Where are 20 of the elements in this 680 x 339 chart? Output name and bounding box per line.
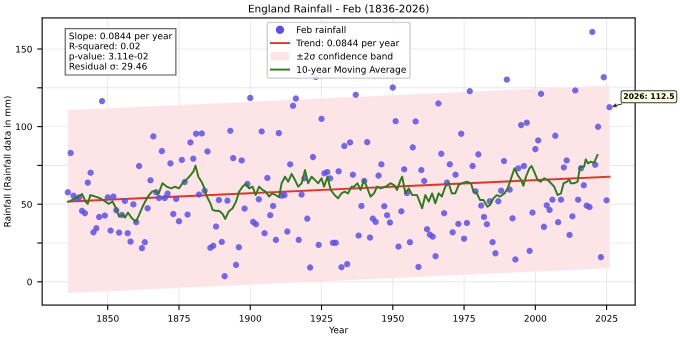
y-tick-label: 100	[16, 123, 32, 130]
x-tick-label: 1875	[168, 314, 190, 322]
legend-label: Feb rainfall	[297, 26, 346, 34]
x-tick-label: 2025	[596, 314, 618, 322]
y-tick-label: 150	[16, 46, 32, 53]
x-tick-label: 1925	[311, 314, 332, 322]
legend-label: 10-year Moving Average	[297, 66, 406, 75]
legend-label: Trend: 0.0844 per year	[296, 39, 400, 48]
x-tick-label: 1950	[382, 314, 404, 322]
x-tick-label: 1900	[240, 314, 262, 322]
y-tick-label: 0	[27, 278, 32, 286]
chart-title: England Rainfall - Feb (1836-2026)	[248, 4, 428, 15]
x-tick-label: 1975	[454, 314, 475, 322]
x-tick-label: 2000	[524, 314, 546, 322]
x-axis-title: Year	[329, 326, 348, 334]
annotation: ±2σ confidence band	[297, 52, 392, 60]
annotation: Slope: 0.0844 per year R-squared: 0.02 p-value: 3.11e-02 Residual σ: 29.46	[69, 32, 172, 70]
x-tick-label: 1850	[97, 314, 119, 322]
y-tick-label: 50	[22, 200, 32, 208]
y-axis-title: Rainfall (Rainfall data in mm)	[4, 96, 12, 227]
